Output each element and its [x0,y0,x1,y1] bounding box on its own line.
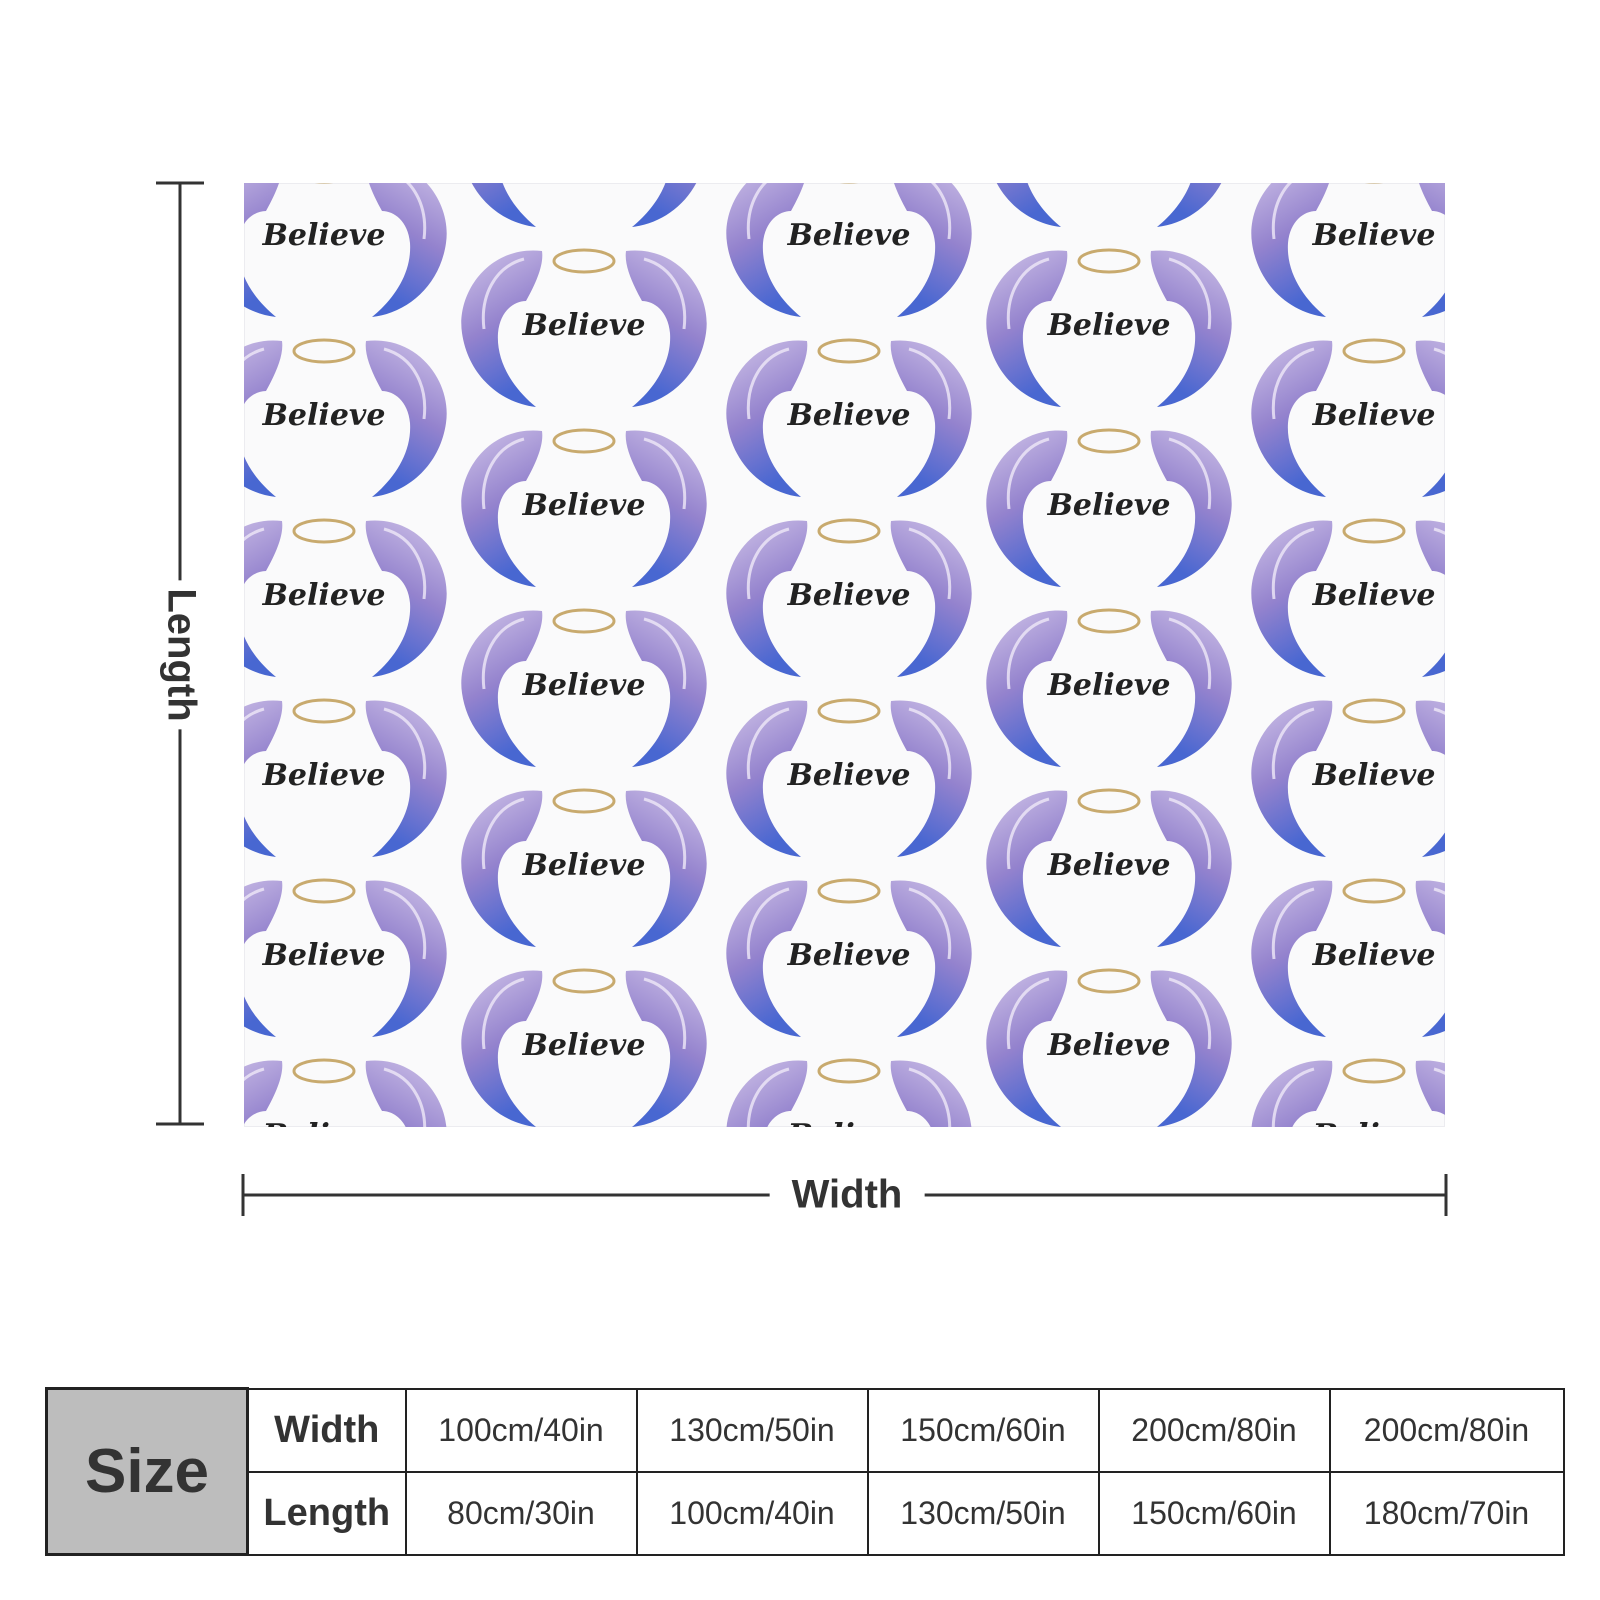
width-value: 100cm/40in [404,1387,638,1473]
wings-motif: Believe [244,1058,449,1127]
wings-motif: Believe [459,183,709,229]
size-row-width: Size Width 100cm/40in 130cm/50in 150cm/6… [45,1387,1565,1556]
width-header: Width [246,1387,407,1473]
wings-motif: Believe [984,608,1234,769]
width-value: 200cm/80in [1328,1387,1565,1473]
believe-text: Believe [262,398,386,433]
wings-motif: Believe [724,1058,974,1127]
believe-text: Believe [787,218,911,253]
believe-text: Believe [787,938,911,973]
believe-text: Believe [522,848,646,883]
believe-text: Believe [1312,758,1436,793]
length-value: 150cm/60in [1097,1470,1331,1556]
wings-motif: Believe [984,428,1234,589]
wings-motif: Believe [459,968,709,1127]
believe-text: Believe [522,488,646,523]
wings-motif: Believe [724,698,974,859]
believe-text: Believe [1312,578,1436,613]
length-value: 130cm/50in [866,1470,1100,1556]
wings-motif: Believe [1249,338,1445,499]
believe-text: Believe [787,398,911,433]
believe-text: Believe [787,578,911,613]
believe-text: Believe [522,668,646,703]
wings-motif: Believe [984,248,1234,409]
believe-text: Believe [522,308,646,343]
blanket-preview: Believe Believe Believe Believe Believe Belie… [244,183,1445,1127]
width-value: 200cm/80in [1097,1387,1331,1473]
wings-motif: Believe [459,788,709,949]
wings-motif: Believe [724,183,974,319]
believe-text: Believe [1312,1118,1436,1127]
believe-text: Believe [262,758,386,793]
believe-text: Believe [1047,1028,1171,1063]
believe-text: Believe [522,1028,646,1063]
believe-text: Believe [1047,488,1171,523]
width-label: Width [769,1172,925,1218]
size-row-length: Length 80cm/30in 100cm/40in 130cm/50in 1… [47,1470,1565,1556]
believe-text: Believe [262,218,386,253]
length-value: 80cm/30in [404,1470,638,1556]
believe-text: Believe [787,1118,911,1127]
wings-motif: Believe [244,338,449,499]
width-value: 150cm/60in [866,1387,1100,1473]
believe-text: Believe [1312,218,1436,253]
believe-text: Believe [262,938,386,973]
wings-motif: Believe [244,183,449,319]
believe-text: Believe [262,1118,386,1127]
wings-motif: Believe [1249,183,1445,319]
width-value: 130cm/50in [635,1387,869,1473]
wings-motif: Believe [459,428,709,589]
length-header: Length [246,1470,407,1556]
wings-motif: Believe [244,698,449,859]
believe-text: Believe [262,578,386,613]
size-label: Size [45,1387,249,1556]
wings-motif: Believe [1249,698,1445,859]
wings-motif: Believe [984,968,1234,1127]
believe-text: Believe [1312,398,1436,433]
length-value: 180cm/70in [1328,1470,1565,1556]
wings-motif: Believe [724,518,974,679]
wings-motif: Believe [724,878,974,1039]
wings-motif: Believe [984,788,1234,949]
wings-motif: Believe [244,878,449,1039]
length-label: Length [158,580,204,730]
believe-text: Believe [1047,668,1171,703]
believe-text: Believe [1047,848,1171,883]
length-value: 100cm/40in [635,1470,869,1556]
wings-motif: Believe [1249,1058,1445,1127]
wings-motif: Believe [244,518,449,679]
wings-motif: Believe [459,248,709,409]
wings-motif: Believe [459,608,709,769]
wings-motif: Believe [1249,878,1445,1039]
wings-motif: Believe [724,338,974,499]
believe-wings-pattern: Believe Believe Believe Believe Believe Belie… [244,183,1445,1127]
wings-motif: Believe [984,183,1234,229]
believe-text: Believe [1312,938,1436,973]
believe-text: Believe [787,758,911,793]
size-chart-table: Size Width 100cm/40in 130cm/50in 150cm/6… [45,1387,1565,1556]
believe-text: Believe [1047,308,1171,343]
wings-motif: Believe [1249,518,1445,679]
